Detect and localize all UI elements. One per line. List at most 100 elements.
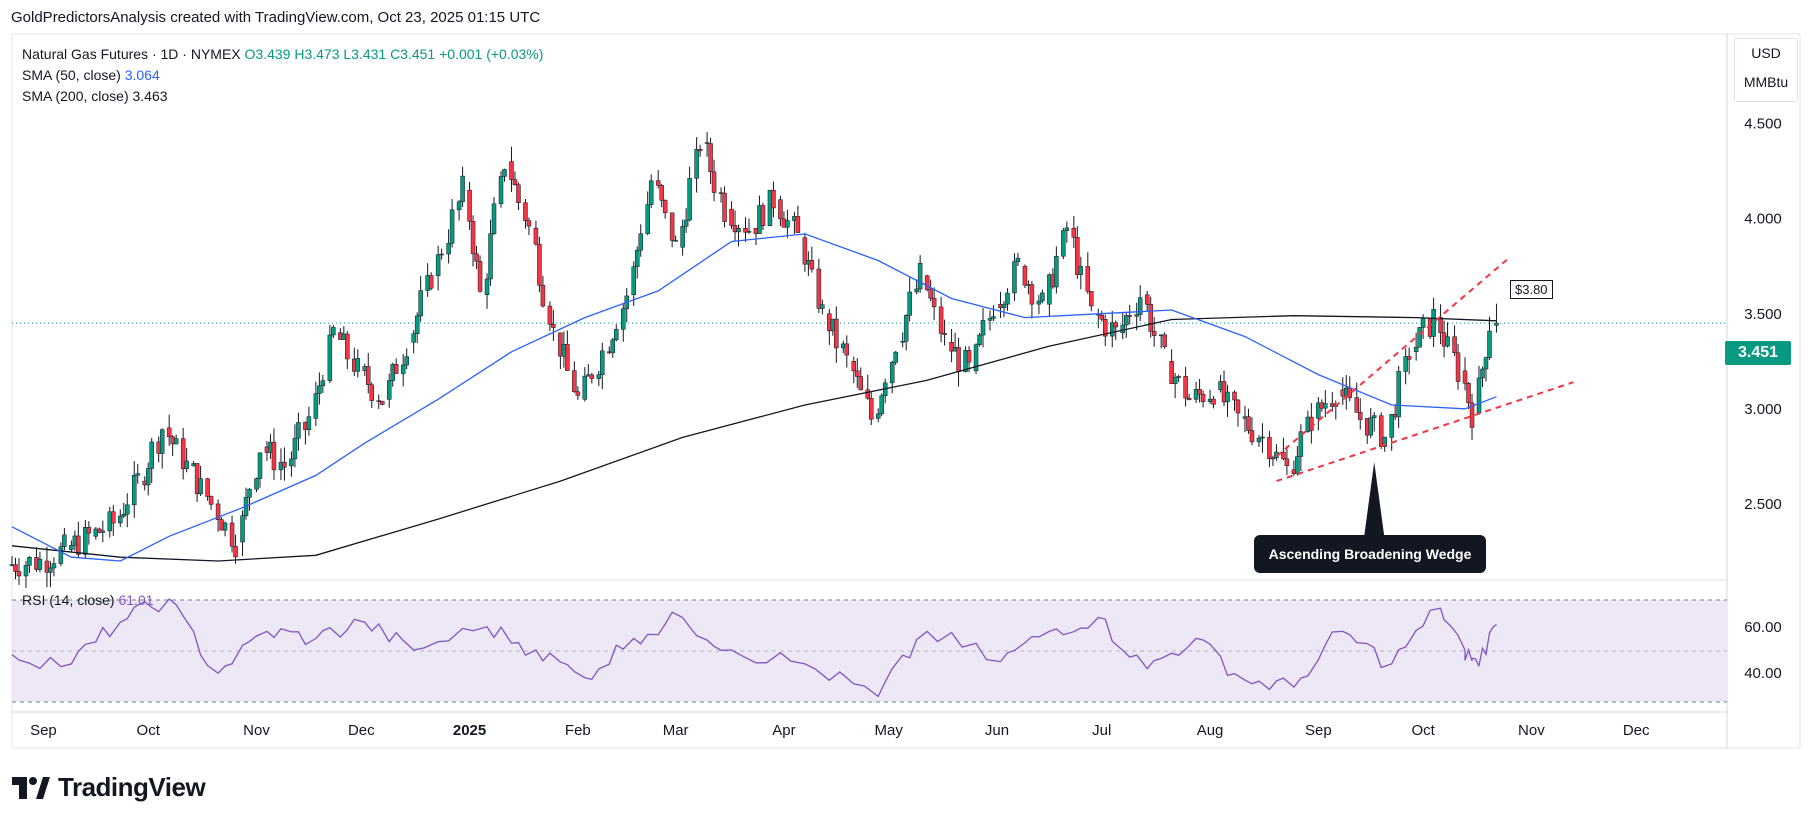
candle-body [393,364,399,374]
rsi-axis-ticks: 60.00 40.00 [1744,619,1782,682]
candle-body [1040,292,1045,302]
candle-body [470,221,476,255]
candle-body [1354,397,1360,413]
candle-body [1085,266,1091,292]
candle-body [1469,402,1475,428]
candle-body [851,361,857,372]
candle-body [456,201,462,211]
target-label[interactable]: $3.80 [1510,280,1553,299]
candle-body [631,266,636,295]
candle-body [1151,331,1157,336]
tradingview-logo-icon [12,776,50,799]
candle-body [467,189,472,222]
candle-body [317,385,322,394]
candle-body [327,334,333,381]
candle-body [722,192,727,222]
candle-body [1176,376,1181,378]
candle-body [582,375,588,400]
candle-body [879,395,884,415]
sma200-label: SMA (200, close) [22,88,129,104]
candle-body [400,364,406,374]
candle-body [159,429,165,454]
candle-body [1005,292,1010,305]
candle-body [1466,383,1471,404]
candle-body [145,468,151,486]
candle-body [1103,318,1108,337]
candle-body [100,530,106,533]
candle-body [1029,284,1035,305]
legend-sma200-row[interactable]: SMA (200, close) 3.463 [22,86,543,107]
candle-body [386,380,392,400]
tradingview-logo[interactable]: TradingView [12,772,206,803]
candle-body [1089,291,1094,307]
candle-body [118,515,123,524]
candle-body [1012,261,1017,294]
candle-body [1406,356,1412,360]
candle-body [809,259,815,270]
candle-body [614,329,619,341]
symbol-label[interactable]: Natural Gas Futures · 1D · NYMEX [22,46,241,62]
candle-body [292,437,298,460]
candle-body [987,318,993,321]
candle-body [572,370,577,393]
time-tick-label: Nov [243,722,270,739]
rsi-legend[interactable]: RSI (14, close) 61.01 [22,592,154,608]
candle-body [708,143,713,173]
candle-body [858,376,864,391]
candle-body [180,438,186,470]
candle-body [296,422,301,439]
ohlc-values: O3.439 H3.473 L3.431 C3.451 [244,46,436,62]
candle-body [313,393,319,419]
candle-body [729,208,734,226]
candle-body [1462,370,1468,384]
annotation-pointer [1364,462,1385,536]
time-tick-label: May [875,722,904,739]
candle-body [1134,314,1139,317]
candle-body [1298,431,1304,457]
wedge-lines[interactable] [1275,255,1574,483]
candle-body [669,212,675,241]
candle-body [1036,300,1042,305]
candle-body [648,180,654,205]
candle-body [1211,398,1216,405]
candle-body [1295,456,1300,475]
candle-body [1357,412,1363,420]
candle-body [1162,334,1167,348]
candle-body [345,333,350,360]
candle-body [1127,315,1132,317]
candle-body [638,233,643,251]
wedge-trendline [1276,381,1574,483]
candle-body [208,496,214,505]
legend-sma50-row[interactable]: SMA (50, close) 3.064 [22,65,543,86]
candle-body [491,203,497,235]
candle-body [16,571,22,577]
time-tick-label: Aug [1197,722,1224,739]
candle-body [1445,336,1450,347]
pattern-annotation[interactable]: Ascending Broadening Wedge [1254,535,1486,573]
candle-body [379,400,385,405]
candle-body [1382,436,1387,447]
time-tick-label: 2025 [453,722,486,739]
candle-body [551,324,556,328]
candle-body [991,316,996,319]
candle-body [27,557,32,566]
time-tick-label: Oct [137,722,161,739]
time-tick-label: Sep [1305,722,1332,739]
candle-body [366,366,371,385]
candle-body [306,416,312,430]
candle-body [1420,317,1426,328]
candle-body [1120,324,1125,334]
rsi-tick-label: 60.00 [1744,619,1782,636]
candle-body [1110,322,1115,337]
candle-body [942,333,947,335]
candle-body [1001,303,1007,309]
candle-body [1480,368,1485,379]
currency-unit-selector[interactable]: USD MMBtu [1734,38,1798,102]
candle-body [198,478,203,495]
candle-body [1431,309,1436,337]
candle-body [711,171,717,193]
candle-body [610,339,616,354]
candle-body [62,534,67,547]
legend: Natural Gas Futures · 1D · NYMEX O3.439 … [22,44,543,107]
